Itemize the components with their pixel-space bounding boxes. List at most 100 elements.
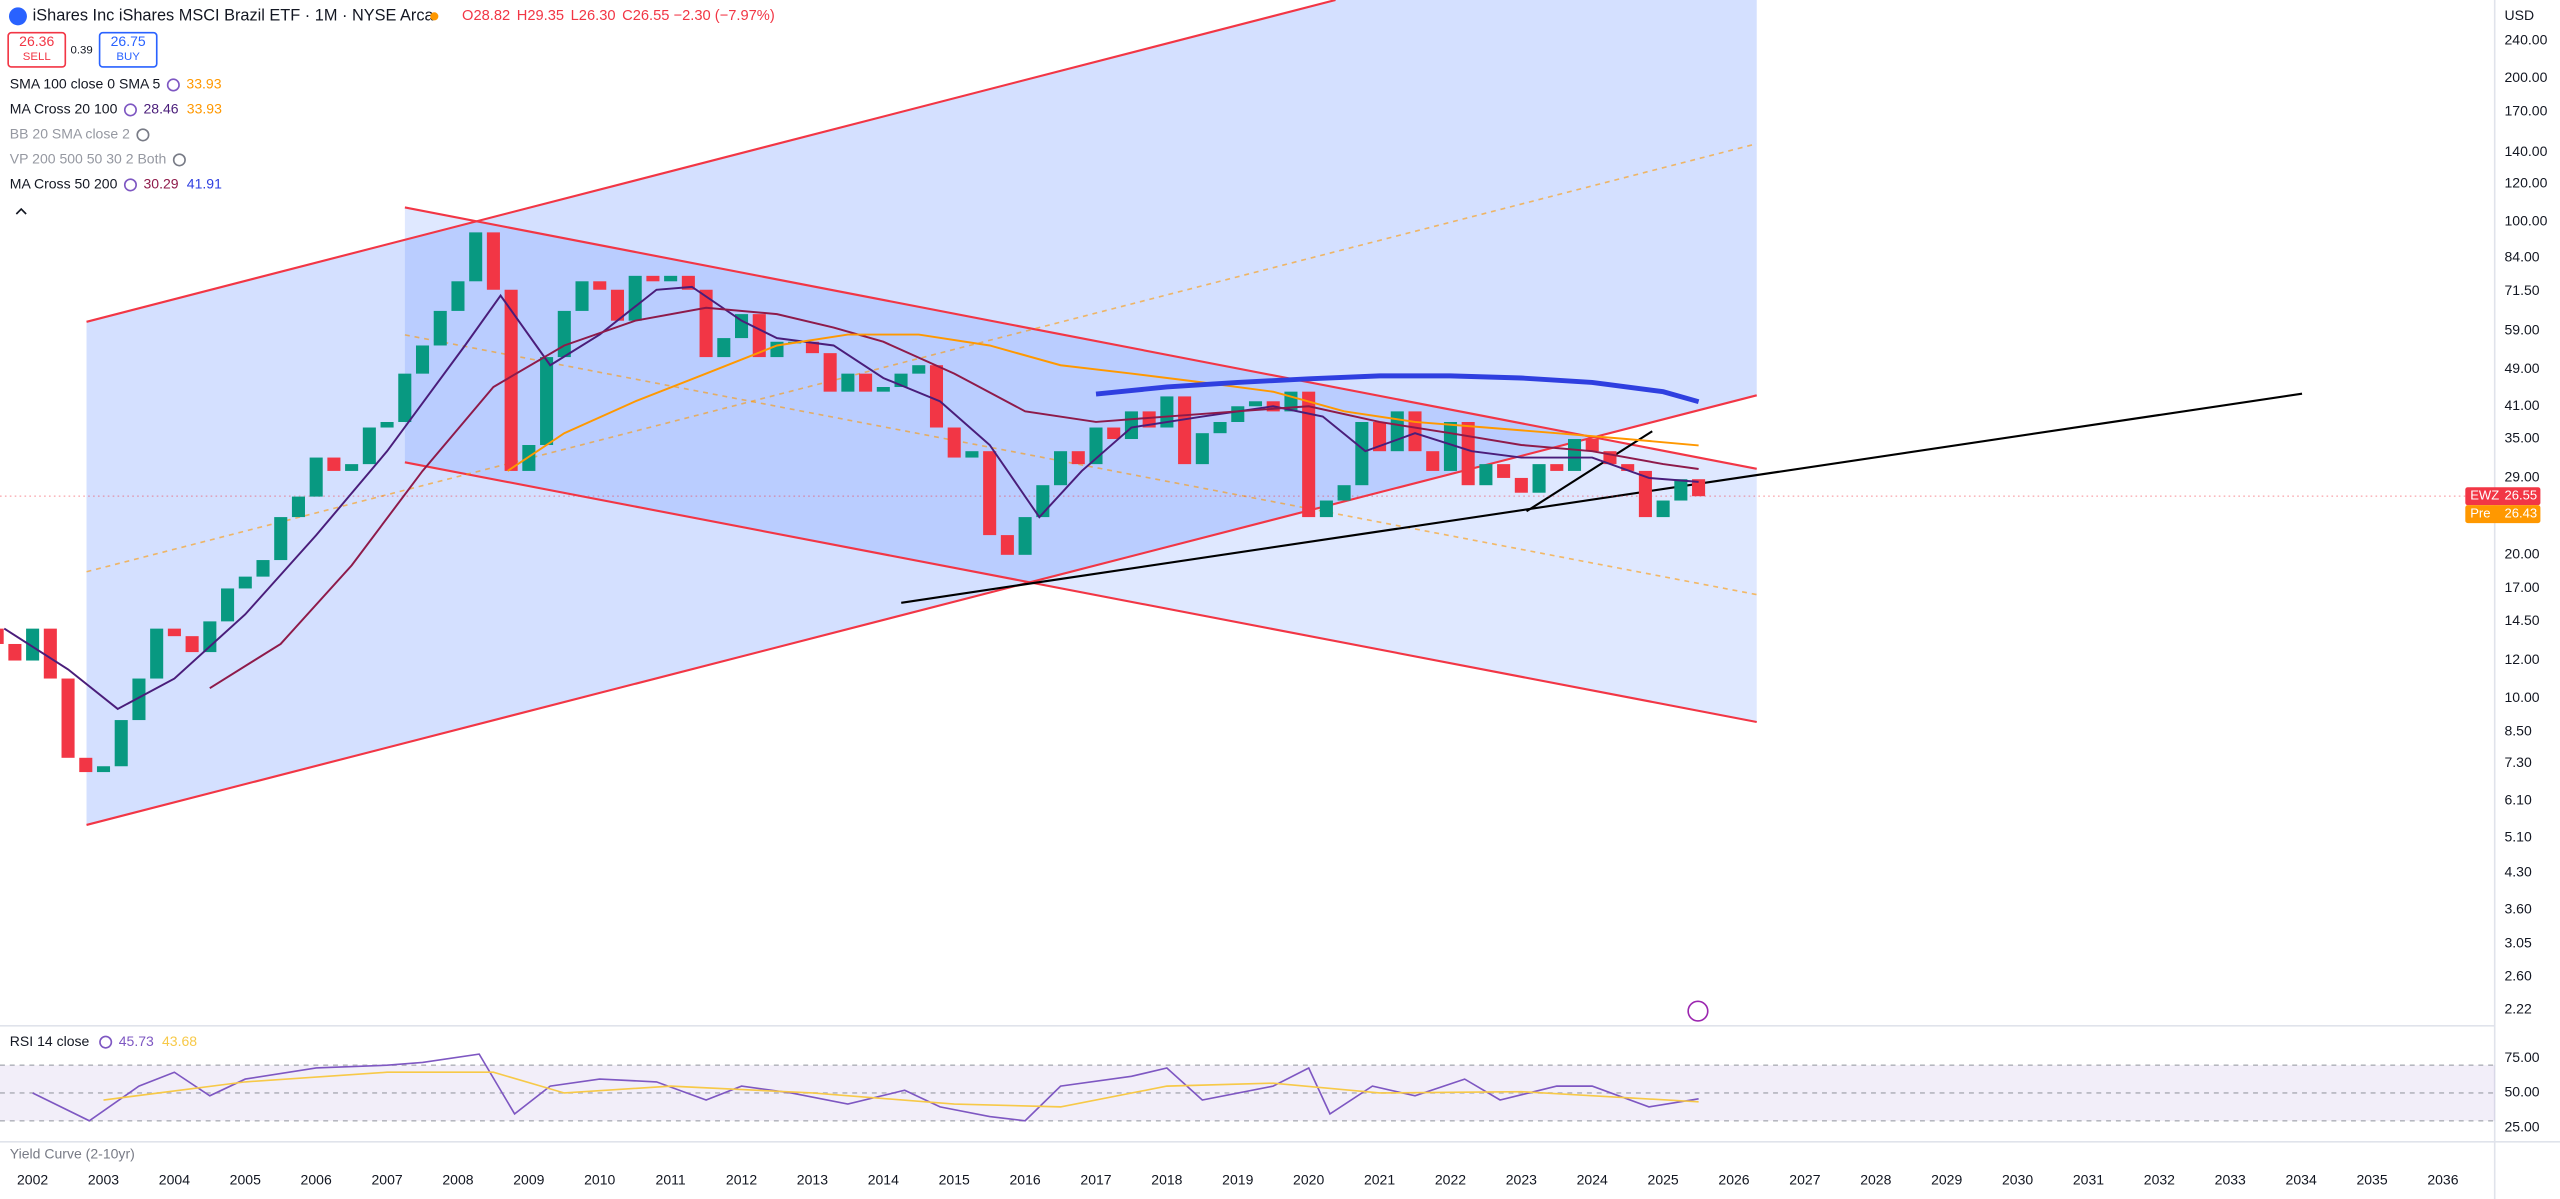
x-tick-label: 2012 xyxy=(726,1172,757,1188)
candle xyxy=(859,373,873,392)
indicator-settings xyxy=(99,1035,113,1049)
rsi-tick-label: 50.00 xyxy=(2504,1084,2539,1100)
candle xyxy=(823,353,837,392)
x-tick-label: 2020 xyxy=(1293,1172,1324,1188)
chart-title: iShares Inc iShares MSCI Brazil ETF · 1M… xyxy=(33,7,435,25)
collapse-icon[interactable] xyxy=(15,207,27,215)
channel-line xyxy=(86,0,1336,323)
rsi-line xyxy=(32,1053,1699,1122)
x-tick-label: 2032 xyxy=(2144,1172,2175,1188)
price-tag-symbol: EWZ xyxy=(2470,488,2499,503)
x-tick-label: 2019 xyxy=(1222,1172,1253,1188)
x-tick-label: 2034 xyxy=(2286,1172,2317,1188)
channel-line xyxy=(404,206,1757,470)
candle xyxy=(735,314,749,339)
marks: 240.00 200.00 170.00 140.00 120.00 100.00 84.0… xyxy=(0,31,2548,1188)
candle xyxy=(451,281,465,311)
price-tag-value: 26.55 xyxy=(2504,488,2537,503)
candle xyxy=(717,338,731,358)
ohlc-value: O28.82 xyxy=(462,8,510,24)
candle xyxy=(1302,391,1316,518)
trend-line xyxy=(901,392,2303,604)
buy-button[interactable] xyxy=(98,31,158,68)
x-tick-label: 2024 xyxy=(1577,1172,1608,1188)
moving-average xyxy=(3,285,1699,711)
candle xyxy=(1497,464,1511,478)
indicator-value: 28.46 xyxy=(144,101,179,117)
indicator-settings xyxy=(123,178,137,192)
x-tick-label: 2014 xyxy=(868,1172,899,1188)
ohlc: O28.82 H29.35 L26.30 C26.55 −2.30 (−7.97%) xyxy=(462,8,775,24)
x-tick-label: 2027 xyxy=(1789,1172,1820,1188)
candle xyxy=(114,720,128,767)
y-tick-label: 49.00 xyxy=(2504,360,2539,376)
y-tick-label: 12.00 xyxy=(2504,651,2539,667)
price-tag xyxy=(2465,505,2541,524)
indicator-name: MA Cross 50 200 xyxy=(10,176,118,192)
moving-average xyxy=(209,306,1699,690)
candle xyxy=(1621,464,1635,471)
candle xyxy=(540,357,554,446)
buy-price: 26.75 xyxy=(111,33,146,49)
x-tick-label: 2008 xyxy=(442,1172,473,1188)
indicator-name: VP 200 500 50 30 2 Both xyxy=(10,151,167,167)
x-tick-label: 2021 xyxy=(1364,1172,1395,1188)
candle xyxy=(1408,411,1422,452)
indicator-name: SMA 100 close 0 SMA 5 xyxy=(10,76,161,92)
moving-average xyxy=(1095,373,1700,405)
candle xyxy=(1550,464,1564,471)
channel-fill xyxy=(86,0,1757,825)
buy-label: BUY xyxy=(116,51,140,63)
channel-line xyxy=(86,394,1757,826)
rsi-tick-label: 25.00 xyxy=(2504,1118,2539,1134)
candle xyxy=(1567,439,1582,471)
candle xyxy=(380,421,394,428)
x-tick-label: 2022 xyxy=(1435,1172,1466,1188)
candle xyxy=(983,451,997,536)
x-tick-label: 2026 xyxy=(1718,1172,1749,1188)
y-tick-label: 10.00 xyxy=(2504,689,2539,705)
y-tick-label: 17.00 xyxy=(2504,579,2539,595)
candle xyxy=(610,289,625,321)
event-icon[interactable] xyxy=(1687,1000,1709,1022)
sell-price: 26.36 xyxy=(19,33,54,49)
candle xyxy=(557,310,571,358)
candle xyxy=(150,628,164,679)
y-tick-label: 35.00 xyxy=(2504,430,2539,446)
y-tick-label: 84.00 xyxy=(2504,249,2539,265)
indicator-value: 41.91 xyxy=(187,176,222,192)
candle xyxy=(876,387,890,392)
candle xyxy=(1638,470,1652,518)
channel-median xyxy=(404,334,1757,596)
candle xyxy=(1674,479,1688,501)
candle xyxy=(504,289,518,471)
y-tick-label: 71.50 xyxy=(2504,282,2539,298)
x-tick-label: 2010 xyxy=(584,1172,615,1188)
indicator-settings xyxy=(136,128,150,142)
candle xyxy=(398,373,412,422)
y-tick-label: 240.00 xyxy=(2504,31,2547,47)
candle xyxy=(1692,479,1706,497)
indicator-name: MA Cross 20 100 xyxy=(10,101,118,117)
candle xyxy=(1585,439,1599,452)
candle xyxy=(965,451,979,458)
candle xyxy=(628,275,642,321)
y-tick-label: 120.00 xyxy=(2504,175,2547,191)
candle xyxy=(1461,421,1475,486)
candle xyxy=(1319,500,1333,518)
candle xyxy=(1656,500,1670,518)
candle xyxy=(274,517,288,561)
rsi-line xyxy=(103,1071,1699,1108)
x-tick-label: 2004 xyxy=(159,1172,190,1188)
candle xyxy=(1514,477,1528,493)
sell-button[interactable] xyxy=(7,31,67,68)
candle xyxy=(1337,485,1351,501)
rsi-tick-label: 75.00 xyxy=(2504,1049,2539,1065)
x-tick-label: 2005 xyxy=(230,1172,261,1188)
candle xyxy=(841,373,855,392)
x-tick-label: 2025 xyxy=(1648,1172,1679,1188)
candle xyxy=(752,314,766,358)
candle xyxy=(167,628,181,637)
